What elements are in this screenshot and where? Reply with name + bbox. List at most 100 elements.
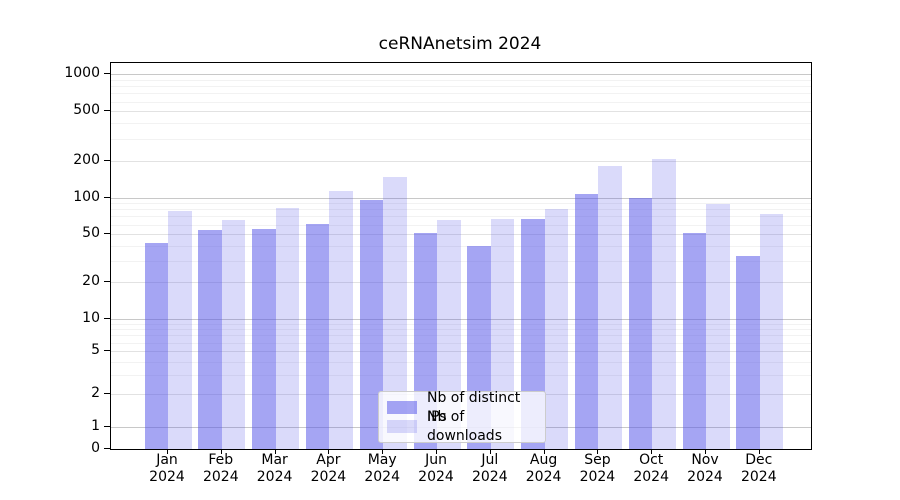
gridline-900 <box>111 79 811 81</box>
x-tick-label-dec: Dec 2024 <box>740 452 777 485</box>
gridline-70 <box>111 216 811 218</box>
y-tick-label-100: 100 <box>73 188 100 205</box>
gridline-20 <box>111 282 811 284</box>
x-tick-mark-dec <box>758 449 760 454</box>
x-tick-label-feb: Feb 2024 <box>202 452 239 485</box>
y-tick-label-1: 1 <box>91 418 100 434</box>
x-tick-mark-feb <box>220 449 222 454</box>
x-tick-label-mar: Mar 2024 <box>256 452 293 485</box>
x-tick-mark-nov <box>705 449 706 454</box>
x-tick-label-nov: Nov 2024 <box>687 452 723 485</box>
legend-entry-distinct-ips: Nb of distinct IPs <box>387 390 537 425</box>
y-tick-label-2: 2 <box>91 385 100 402</box>
y-tick-label-200: 200 <box>73 151 100 168</box>
legend: Nb of distinct IPs Nb of downloads <box>378 390 546 444</box>
x-tick-mark-jul <box>489 449 491 454</box>
gridline-30 <box>111 260 811 262</box>
gridline-200 <box>111 160 811 162</box>
y-tick-label-0: 0 <box>91 440 100 456</box>
x-tick-mark-oct <box>651 449 653 454</box>
bar-aug-downloads <box>544 208 569 449</box>
bar-nov-downloads <box>706 204 730 449</box>
bar-sep-downloads <box>598 165 622 449</box>
legend-label-distinct-ips: Nb of distinct IPs <box>427 389 521 425</box>
x-tick-label-may: May 2024 <box>364 452 400 485</box>
bar-dec-downloads <box>759 213 784 449</box>
y-tick-mark-10 <box>104 317 110 319</box>
y-tick-mark-100 <box>104 196 110 198</box>
bar-feb-downloads <box>221 219 246 449</box>
gridline-60 <box>111 224 811 226</box>
x-tick-label-apr: Apr 2024 <box>310 452 347 485</box>
y-tick-label-500: 500 <box>73 102 100 119</box>
gridline-500 <box>111 111 811 113</box>
y-tick-mark-5 <box>104 350 110 352</box>
x-tick-label-jun: Jun 2024 <box>418 452 454 485</box>
y-tick-mark-0 <box>104 448 110 449</box>
x-tick-mark-sep <box>597 449 599 454</box>
bar-apr-downloads <box>329 190 353 449</box>
gridline-90 <box>111 203 811 205</box>
y-tick-mark-50 <box>104 233 110 235</box>
y-tick-mark-20 <box>104 281 110 283</box>
x-tick-mark-aug <box>543 449 545 454</box>
bar-feb-distinct-ips <box>198 230 222 449</box>
bar-oct-distinct-ips <box>628 197 653 449</box>
gridline-600 <box>111 101 811 103</box>
x-tick-mark-jun <box>436 449 437 454</box>
bar-may-downloads <box>383 176 407 449</box>
gridline-300 <box>111 138 811 140</box>
x-tick-mark-mar <box>274 449 276 454</box>
gridline-100 <box>111 197 811 199</box>
gridline-6 <box>111 342 811 344</box>
gridline-7 <box>111 335 811 337</box>
gridline-4 <box>111 361 811 363</box>
x-tick-label-jan: Jan 2024 <box>149 452 185 485</box>
x-tick-mark-jan <box>167 449 168 454</box>
bar-jan-downloads <box>168 210 192 449</box>
bar-oct-downloads <box>652 158 676 449</box>
x-tick-label-sep: Sep 2024 <box>579 452 616 485</box>
gridline-8 <box>111 329 811 330</box>
bar-mar-downloads <box>275 208 300 449</box>
x-tick-mark-may <box>382 449 384 454</box>
gridline-1000 <box>111 74 811 76</box>
gridline-40 <box>111 245 811 247</box>
bar-apr-distinct-ips <box>305 223 330 449</box>
legend-label-downloads: Nb of downloads <box>427 408 502 444</box>
y-tick-mark-500 <box>104 110 110 112</box>
chart-title: ceRNAnetsim 2024 <box>378 34 542 54</box>
bar-may-distinct-ips <box>359 200 384 449</box>
gridline-800 <box>111 86 811 88</box>
y-tick-mark-2 <box>104 393 110 395</box>
y-tick-mark-1 <box>104 426 110 427</box>
legend-swatch-distinct-ips <box>387 401 417 414</box>
bar-sep-distinct-ips <box>574 194 599 449</box>
legend-entry-downloads: Nb of downloads <box>387 409 537 444</box>
x-tick-label-jul: Jul 2024 <box>471 452 508 485</box>
bar-jan-distinct-ips <box>144 243 168 449</box>
y-tick-label-50: 50 <box>82 225 100 242</box>
bar-nov-distinct-ips <box>682 233 706 449</box>
gridline-5 <box>111 351 811 353</box>
gridline-400 <box>111 123 811 125</box>
y-tick-label-5: 5 <box>91 342 100 359</box>
gridline-50 <box>111 234 811 236</box>
y-tick-mark-1000 <box>104 73 110 75</box>
gridline-700 <box>111 93 811 95</box>
gridline-9 <box>111 323 811 325</box>
y-tick-mark-200 <box>104 159 110 161</box>
gridline-3 <box>111 375 811 377</box>
bar-dec-distinct-ips <box>736 255 760 449</box>
gridline-10 <box>111 318 811 320</box>
bar-mar-distinct-ips <box>252 229 276 449</box>
y-tick-label-20: 20 <box>82 273 100 290</box>
y-tick-label-10: 10 <box>82 309 100 326</box>
x-tick-label-aug: Aug 2024 <box>525 452 562 485</box>
gridline-80 <box>111 209 811 211</box>
x-tick-mark-apr <box>328 449 330 454</box>
y-tick-label-1000: 1000 <box>64 65 100 82</box>
legend-swatch-downloads <box>387 420 417 433</box>
x-tick-label-oct: Oct 2024 <box>633 452 669 485</box>
